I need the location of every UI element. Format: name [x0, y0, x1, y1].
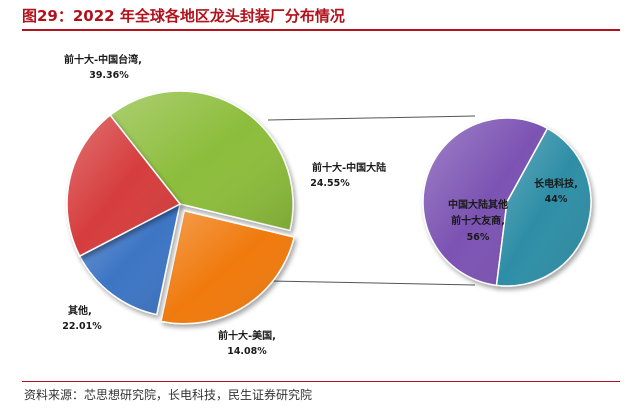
pct-other-peers: 56% — [467, 232, 490, 243]
sub-pie-slice-1-shine — [496, 128, 592, 287]
secondary-pie — [422, 117, 592, 287]
label-other-peers-line2: 前十大友商, — [451, 214, 505, 227]
label-jcet: 长电科技, — [534, 177, 578, 190]
pct-jcet: 44% — [545, 194, 568, 205]
label-china-mainland: 前十大-中国大陆 — [312, 161, 386, 174]
pct-other: 22.01% — [62, 321, 102, 332]
main-pie-slice-3-shine — [66, 115, 180, 257]
label-other: 其他, — [68, 304, 92, 317]
main-pie — [66, 90, 296, 325]
connector-line-bottom — [269, 280, 476, 286]
pct-taiwan: 39.36% — [89, 70, 129, 81]
main-pie-slice-2-shine — [79, 204, 180, 315]
main-pie-slice-0-shine — [110, 91, 293, 231]
main-pie-slice-1-shine — [161, 210, 295, 324]
label-other-peers-line1: 中国大陆其他 — [448, 198, 508, 211]
connector-line-top — [267, 115, 476, 121]
title-divider — [22, 29, 620, 31]
label-usa: 前十大-美国, — [218, 329, 276, 342]
pct-china-mainland: 24.55% — [310, 178, 350, 189]
sub-pie-slice-0-shine — [423, 118, 548, 286]
pct-usa: 14.08% — [227, 346, 267, 357]
source-note: 资料来源：芯思想研究院，长电科技，民生证券研究院 — [24, 388, 313, 402]
chart-title: 图29：2022 年全球各地区龙头封装厂分布情况 — [22, 7, 345, 25]
label-taiwan: 前十大-中国台湾, — [64, 53, 142, 66]
source-divider — [22, 381, 620, 382]
